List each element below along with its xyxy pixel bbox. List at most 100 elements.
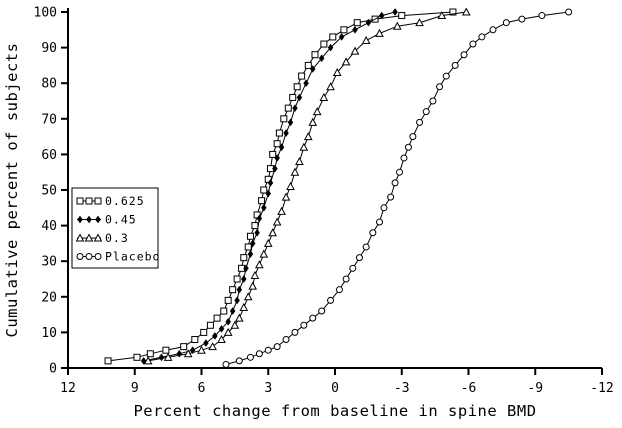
y-tick-label: 40 [41,219,57,234]
circle-marker-icon [404,143,412,151]
triangle-marker-icon [230,320,240,329]
triangle-marker-icon [163,352,173,361]
triangle-marker-icon [143,356,153,365]
square-marker-icon [260,186,268,194]
square-marker-icon [229,286,237,294]
diamond-marker-icon [229,307,236,315]
square-marker-icon [298,72,306,80]
circle-marker-icon [355,254,363,262]
x-tick-label: 12 [60,381,76,396]
triangle-marker-icon [303,132,313,141]
legend: 0.625 0.45 0.3 Placebo [71,187,160,269]
y-tick-label: 0 [49,362,57,377]
square-marker-icon [206,321,214,329]
circle-marker-icon [349,264,357,272]
circle-marker-icon [387,193,395,201]
square-marker-icon [133,353,141,361]
legend-label: Placebo [105,250,160,264]
x-tick-label: -3 [394,381,410,396]
square-marker-icon [340,26,348,34]
y-tick-label: 30 [41,255,57,270]
triangle-marker-icon [208,342,217,351]
diamond-marker-icon [234,296,240,305]
triangle-marker-icon [290,167,300,176]
square-marker-icon [180,343,188,351]
legend-entry: 0.45 [77,213,136,227]
triangle-marker-icon [312,107,322,116]
square-marker-icon [275,129,283,137]
triangle-marker-icon [341,57,351,66]
legend-label: 0.625 [105,194,145,208]
diamond-marker-icon [218,324,225,333]
triangle-marker-icon [375,28,384,37]
y-tick-label: 60 [41,148,57,163]
circle-marker-icon [502,19,510,27]
diamond-marker-icon [236,285,243,294]
series-03 [143,7,471,365]
circle-marker-icon [342,275,350,283]
triangle-marker-icon [234,313,244,322]
triangle-marker-icon [250,270,260,279]
diamond-marker-icon [158,353,165,362]
series-placebo [222,8,573,368]
series-045 [140,8,398,365]
circle-marker-icon [85,253,93,260]
diamond-marker-icon [86,215,92,224]
triangle-marker-icon [281,192,291,201]
triangle-marker-icon [392,21,402,30]
square-marker-icon [320,40,328,48]
triangle-marker-icon [259,249,269,258]
circle-marker-icon [409,133,417,141]
square-marker-icon [293,83,301,91]
diamond-marker-icon [254,228,260,237]
circle-marker-icon [273,343,281,351]
y-tick-label: 10 [41,326,57,341]
square-marker-icon [273,140,281,148]
legend-entry: 0.3 [75,231,128,245]
circle-marker-icon [327,296,335,304]
square-marker-icon [304,61,312,69]
circle-marker-icon [478,33,486,41]
triangle-marker-icon [183,349,193,358]
triangle-marker-icon [84,233,94,242]
triangle-marker-icon [461,7,471,16]
circle-marker-icon [300,321,308,329]
square-marker-icon [240,254,248,262]
square-marker-icon [146,350,154,358]
triangle-marker-icon [437,11,447,20]
x-tick-label: -6 [461,381,477,396]
circle-marker-icon [309,314,317,322]
circle-marker-icon [538,12,546,20]
triangle-marker-icon [319,92,329,101]
y-tick-label: 100 [34,6,57,21]
x-tick-label: -9 [527,381,543,396]
diamond-marker-icon [318,54,325,63]
y-tick-label: 90 [41,41,57,56]
square-marker-icon [224,296,232,304]
series-line [108,11,453,362]
square-marker-icon [104,357,112,365]
triangle-marker-icon [93,233,103,242]
circle-marker-icon [489,26,497,34]
circle-marker-icon [264,346,272,354]
x-tick-label: 6 [198,381,206,396]
diamond-marker-icon [249,239,256,248]
circle-marker-icon [460,51,468,59]
triangle-marker-icon [217,334,226,344]
circle-marker-icon [76,253,84,260]
triangle-marker-icon [248,281,258,290]
circle-marker-icon [469,40,477,48]
diamond-marker-icon [338,32,345,41]
diamond-marker-icon [283,129,289,137]
y-tick-label: 70 [41,112,57,127]
square-marker-icon [398,12,406,20]
square-marker-icon [162,346,170,354]
diamond-marker-icon [243,264,249,273]
diamond-marker-icon [365,18,372,27]
circle-marker-icon [565,8,573,16]
diamond-marker-icon [212,332,218,340]
diamond-marker-icon [392,8,398,16]
x-tick-label: -12 [590,381,613,396]
triangle-marker-icon [239,302,249,311]
